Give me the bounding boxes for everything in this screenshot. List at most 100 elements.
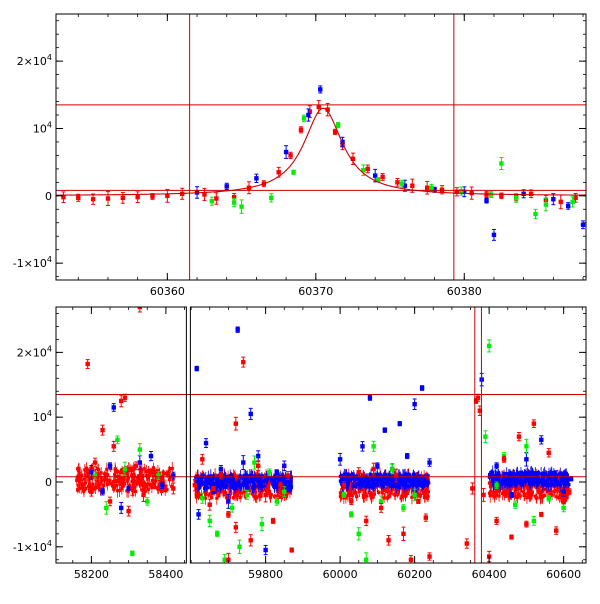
band-point — [143, 485, 147, 489]
band-point — [108, 480, 112, 485]
data-point — [145, 499, 150, 504]
band-point — [237, 481, 241, 485]
data-point — [345, 473, 350, 478]
data-point — [484, 198, 489, 203]
band-point — [217, 485, 222, 489]
band-point — [129, 466, 133, 470]
band-point — [383, 472, 387, 477]
data-point — [539, 437, 544, 443]
data-point — [513, 502, 518, 507]
data-point — [412, 492, 417, 498]
band-point — [556, 479, 560, 484]
band-point — [513, 479, 517, 483]
data-point — [531, 518, 537, 524]
data-point — [367, 395, 373, 400]
band-point — [392, 484, 396, 488]
axes: -1×104 0 104 2×104 60360 60370 60380 — [13, 13, 587, 298]
band-point — [545, 479, 549, 483]
data-point — [89, 489, 94, 494]
data-point — [233, 421, 239, 426]
band-point — [555, 488, 559, 492]
data-point — [135, 194, 140, 200]
band-point — [406, 485, 410, 489]
data-point — [241, 460, 246, 465]
band-point — [408, 480, 412, 484]
data-point — [269, 195, 274, 201]
y-tick-label: -1×104 — [13, 255, 52, 270]
data-point — [194, 366, 199, 371]
band-point — [516, 483, 521, 487]
band-point — [210, 496, 214, 500]
data-point — [202, 192, 207, 197]
band-point — [204, 476, 208, 480]
series-1 — [61, 100, 578, 210]
data-point — [341, 492, 347, 498]
band-point — [564, 478, 568, 482]
band-point — [528, 494, 532, 498]
band-point — [199, 477, 204, 481]
band-point — [542, 479, 547, 483]
data-point — [432, 187, 437, 192]
band-point — [238, 490, 243, 494]
data-point — [282, 463, 287, 468]
band-point — [276, 487, 280, 492]
band-point — [95, 467, 99, 471]
band-point — [550, 493, 554, 497]
band-point — [146, 487, 150, 491]
band-point — [426, 494, 430, 498]
band-point — [377, 490, 381, 494]
data-point — [416, 499, 421, 504]
data-point — [380, 174, 385, 180]
data-point — [509, 492, 514, 498]
band-point — [152, 485, 157, 489]
data-point — [111, 405, 116, 410]
band-point — [370, 493, 374, 498]
data-point — [514, 195, 519, 201]
band-point — [258, 493, 262, 498]
data-point — [558, 199, 563, 205]
band-point — [550, 482, 554, 486]
data-point — [390, 466, 395, 472]
data-point — [263, 547, 268, 553]
band-point — [550, 472, 555, 476]
band-point — [409, 486, 414, 490]
band-point — [426, 474, 430, 478]
band-point — [248, 483, 252, 488]
band-point — [218, 491, 222, 495]
band-point — [538, 492, 542, 496]
data-point — [263, 492, 268, 498]
data-point — [494, 518, 499, 524]
band-point — [152, 470, 156, 474]
band-point — [396, 493, 400, 497]
band-point — [503, 490, 507, 495]
band-point — [487, 481, 492, 485]
data-point — [404, 453, 410, 459]
band-point — [514, 487, 518, 492]
band-point — [343, 474, 347, 478]
data-point — [316, 104, 321, 110]
band-point — [419, 475, 423, 479]
band-point — [142, 467, 146, 471]
band-point — [148, 483, 153, 487]
band-point — [518, 487, 522, 491]
band-point — [255, 496, 259, 500]
data-point — [531, 421, 537, 426]
band-point — [275, 477, 279, 481]
band-point — [361, 473, 365, 477]
data-point — [291, 170, 296, 175]
band-point — [269, 478, 273, 483]
data-point — [239, 204, 244, 209]
band-point — [396, 480, 400, 485]
band-point — [488, 494, 492, 498]
band-point — [273, 478, 277, 482]
band-point — [558, 486, 562, 490]
band-point — [532, 482, 536, 486]
data-point — [283, 149, 289, 155]
band-point — [350, 476, 354, 480]
data-point — [382, 427, 388, 433]
band-point — [495, 489, 500, 494]
band-point — [211, 484, 215, 488]
band-point — [120, 486, 124, 491]
band-point — [144, 483, 148, 487]
band-point — [223, 478, 227, 482]
